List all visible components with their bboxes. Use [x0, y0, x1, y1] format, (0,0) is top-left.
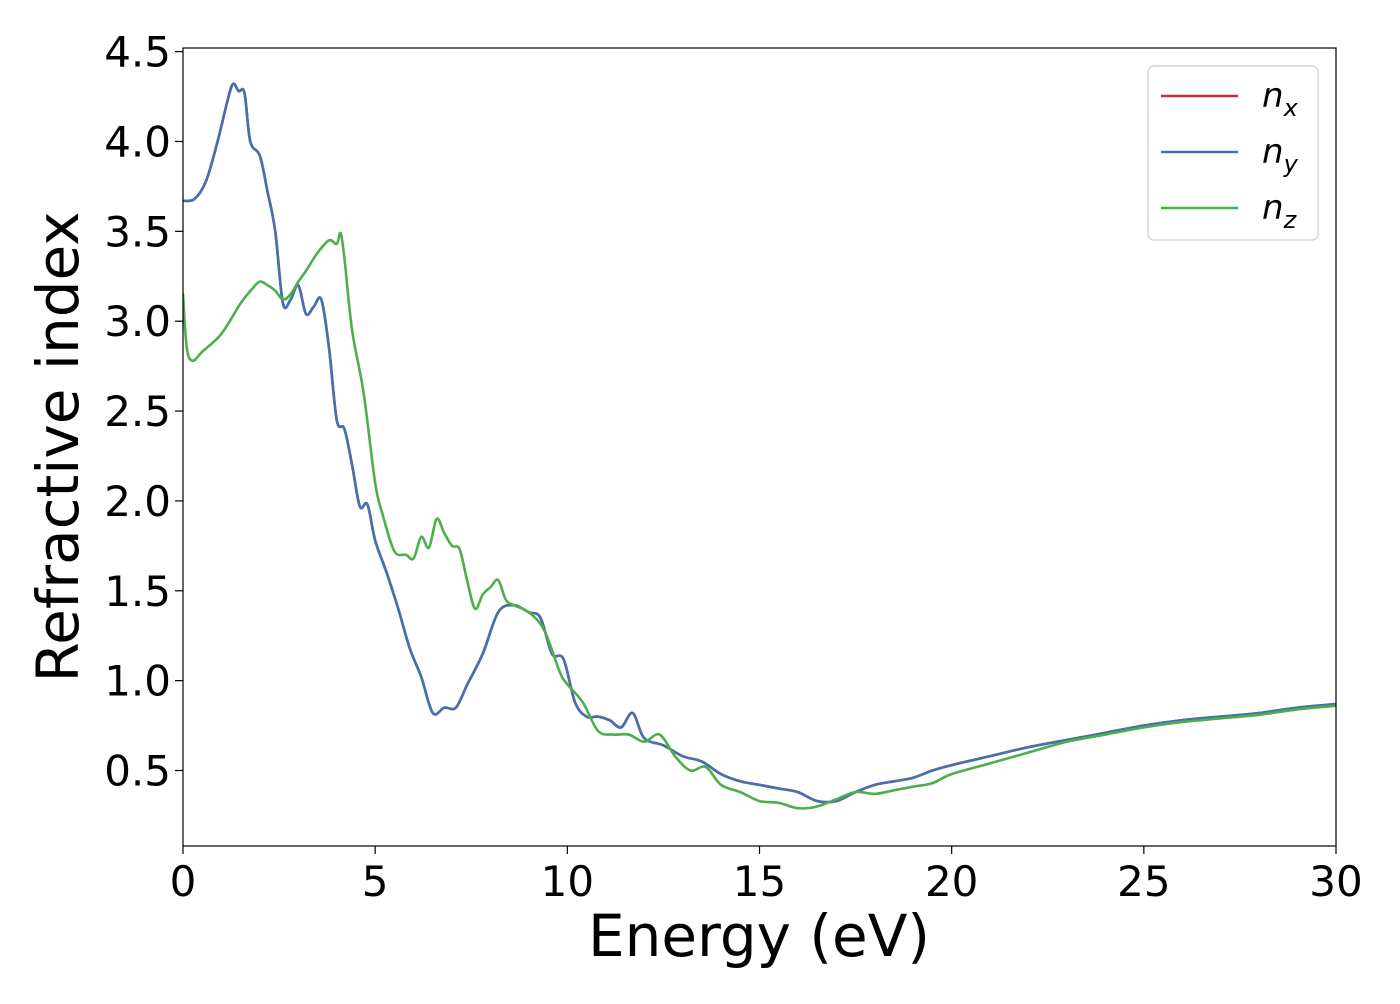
y-tick-label: 1.0	[104, 657, 171, 706]
x-tick-label: 10	[541, 857, 594, 906]
y-axis: 0.5 1.0 1.5 2.0 2.5 3.0 3.5 4.0 4.5	[104, 28, 183, 796]
y-tick-label: 2.0	[104, 477, 171, 526]
y-tick-label: 3.0	[104, 297, 171, 346]
y-tick-label: 4.5	[104, 28, 171, 77]
x-axis-label: Energy (eV)	[588, 902, 930, 970]
legend-label-sub: x	[1283, 94, 1299, 122]
legend-label-base: n	[1262, 188, 1284, 228]
x-tick-label: 20	[925, 857, 978, 906]
legend-label-base: n	[1262, 76, 1284, 116]
legend-label-x: nx	[1262, 76, 1299, 122]
legend-label-sub: y	[1283, 150, 1299, 178]
series-line-z	[183, 231, 1336, 810]
y-tick-label: 0.5	[104, 747, 171, 796]
series-layer	[183, 82, 1336, 810]
y-tick-label: 3.5	[104, 207, 171, 256]
legend-label-z: nz	[1262, 188, 1298, 234]
x-axis: 0 5 10 15 20 25 30	[170, 846, 1363, 906]
x-tick-label: 15	[733, 857, 786, 906]
y-tick-label: 2.5	[104, 387, 171, 436]
y-tick-label: 1.5	[104, 567, 171, 616]
x-tick-label: 25	[1117, 857, 1170, 906]
y-tick-label: 4.0	[104, 117, 171, 166]
legend-label-base: n	[1262, 132, 1284, 172]
y-axis-label: Refractive index	[24, 211, 92, 682]
x-tick-label: 30	[1309, 857, 1362, 906]
x-tick-label: 5	[362, 857, 389, 906]
x-tick-label: 0	[170, 857, 197, 906]
legend-label-sub: z	[1283, 206, 1298, 234]
legend-label-y: ny	[1262, 132, 1299, 178]
